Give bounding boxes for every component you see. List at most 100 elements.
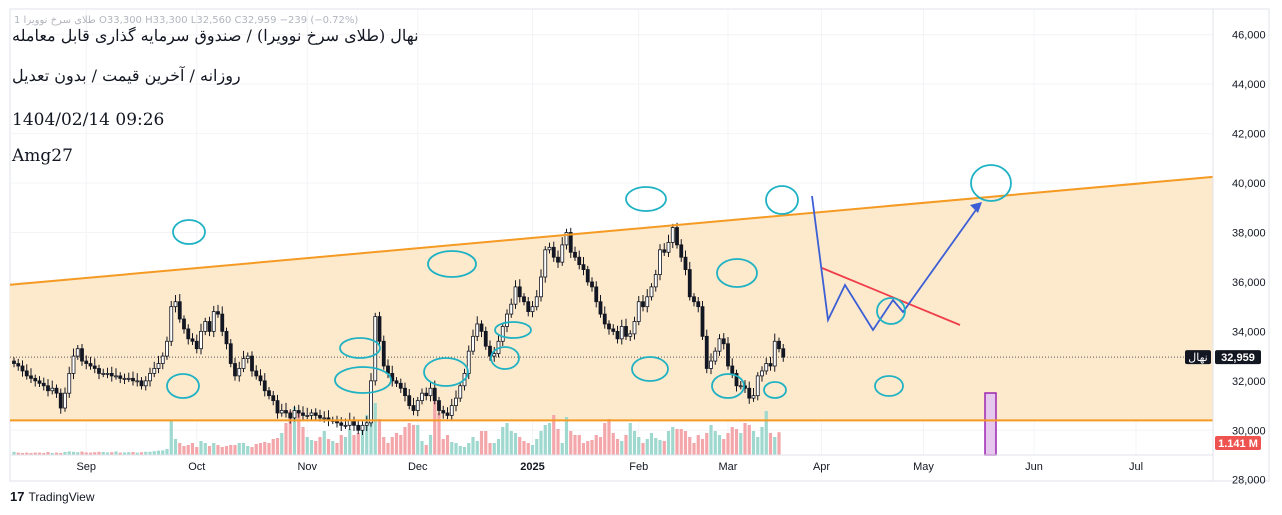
candle — [428, 381, 433, 402]
volume-bar — [637, 437, 641, 455]
volume-bar — [67, 451, 71, 455]
annotation-circle — [631, 356, 669, 382]
volume-bar — [314, 441, 318, 455]
candle — [641, 295, 645, 312]
volume-bar — [526, 443, 530, 455]
volume-bar — [751, 431, 756, 455]
candle — [513, 280, 518, 309]
candle — [675, 222, 679, 249]
annotation-circle — [716, 258, 758, 288]
volume-bar — [271, 439, 275, 455]
downtrend-line — [821, 267, 961, 326]
candle-body — [190, 338, 195, 342]
time-axis[interactable]: Sep Oct Nov Dec 2025 Feb Mar Apr May Jun Jul — [76, 461, 1143, 473]
candle-body — [84, 360, 89, 364]
candle-body — [564, 232, 569, 246]
price-tick-label: 38,000 — [1232, 228, 1266, 240]
tradingview-brand[interactable]: 17 TradingView — [10, 489, 95, 504]
volume-bar — [343, 437, 348, 455]
candle-body — [220, 313, 225, 332]
candle — [80, 343, 84, 366]
candle — [636, 296, 641, 326]
candle — [109, 366, 114, 382]
candle — [700, 300, 705, 341]
candle-body — [747, 387, 752, 399]
candle — [670, 223, 675, 249]
volume-bar — [666, 431, 671, 455]
candle — [126, 372, 131, 383]
candle — [131, 371, 135, 386]
candle-body — [377, 316, 382, 342]
volume-bar — [492, 443, 496, 455]
candle-body — [292, 410, 297, 419]
volume-bar — [322, 431, 326, 455]
candle-body — [288, 412, 293, 419]
candle-body — [492, 353, 497, 357]
chart-title: نهال (طلای سرخ نوویرا) / صندوق سرمایه گذ… — [12, 26, 419, 45]
candle — [305, 407, 310, 420]
candle-body — [568, 232, 573, 253]
last-price-value: 32,959 — [1221, 352, 1255, 364]
volume-bar — [212, 443, 216, 455]
candle — [118, 372, 123, 384]
candle — [764, 357, 769, 375]
candle — [160, 352, 165, 370]
candle-body — [734, 373, 739, 387]
time-tick-label: Sep — [76, 461, 96, 473]
candle — [88, 356, 93, 370]
candle-body — [71, 355, 76, 374]
annotation-circle — [876, 297, 906, 325]
candle — [237, 361, 242, 382]
annotation-circle — [334, 366, 392, 394]
volume-bar — [241, 443, 246, 455]
candle-body — [267, 390, 271, 397]
volume-bar — [71, 451, 76, 455]
candle — [420, 388, 424, 405]
candle-body — [751, 395, 756, 399]
volume-bar — [603, 423, 607, 455]
candle-body — [20, 365, 25, 372]
volume-bar — [59, 453, 63, 455]
volume-bar — [649, 433, 654, 455]
candle-body — [143, 380, 148, 387]
candle — [279, 403, 284, 417]
candle — [687, 261, 692, 301]
candle-body — [760, 370, 764, 377]
volume-bar — [216, 445, 220, 455]
annotation-circle — [874, 375, 904, 397]
candle-body — [245, 355, 250, 359]
volume-bar — [581, 443, 586, 455]
candle-body — [764, 363, 769, 372]
candle — [517, 279, 522, 303]
volume-bar — [509, 431, 513, 455]
candle — [122, 373, 127, 385]
volume-bar — [611, 433, 615, 455]
chart-subtitle: روزانه / آخرین قیمت / بدون تعدیل — [12, 66, 241, 85]
projection-path — [811, 195, 979, 332]
candle — [666, 234, 671, 257]
candle — [704, 329, 709, 374]
candle-body — [768, 363, 773, 367]
candle-body — [173, 301, 178, 308]
volume-bar — [420, 441, 424, 455]
candle-body — [305, 415, 310, 417]
candle-body — [177, 301, 182, 320]
volume-bar — [530, 445, 535, 455]
drawings — [9, 164, 1214, 422]
candle-body — [228, 343, 233, 364]
candle-body — [619, 326, 624, 340]
candle-body — [109, 373, 114, 377]
annotation-circle — [339, 337, 381, 359]
volume-bar — [458, 446, 462, 455]
candle-body — [517, 286, 522, 298]
volume-bar — [127, 452, 131, 455]
candle-body — [33, 377, 38, 382]
candle-body — [624, 326, 628, 337]
volume-bar — [624, 435, 628, 455]
volume-bar — [683, 431, 688, 455]
candle — [628, 330, 633, 342]
price-axis[interactable]: 30,000 32,000 34,000 36,000 38,000 40,000 42,0… — [1232, 30, 1266, 515]
volume-bar — [658, 440, 662, 455]
volume-bar — [84, 452, 88, 455]
